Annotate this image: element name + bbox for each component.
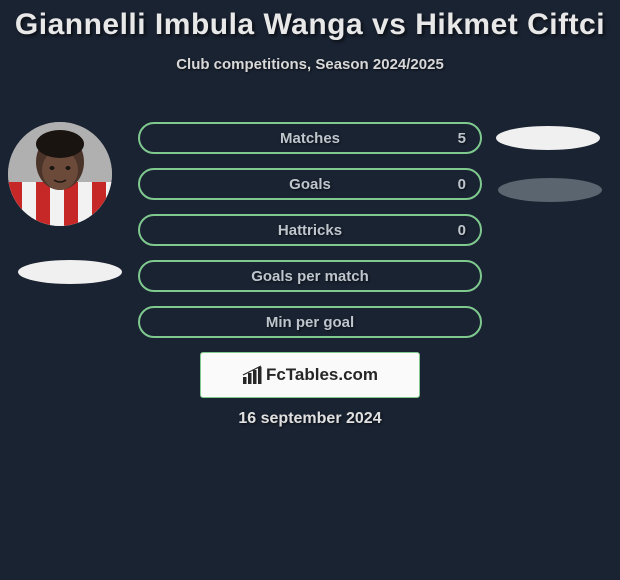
chart-icon bbox=[242, 365, 262, 385]
player-left-avatar bbox=[8, 122, 112, 226]
stat-label: Goals bbox=[289, 176, 331, 193]
stat-value: 0 bbox=[458, 222, 466, 239]
subtitle: Club competitions, Season 2024/2025 bbox=[0, 56, 620, 73]
stat-label: Matches bbox=[280, 130, 340, 147]
oval-shadow-right-2 bbox=[498, 178, 602, 202]
stat-value: 5 bbox=[458, 130, 466, 147]
page-title: Giannelli Imbula Wanga vs Hikmet Ciftci bbox=[0, 0, 620, 42]
stat-label: Hattricks bbox=[278, 222, 342, 239]
logo-text: FcTables.com bbox=[242, 365, 378, 385]
oval-shadow-left bbox=[18, 260, 122, 284]
stat-label: Min per goal bbox=[266, 314, 354, 331]
stat-row-hattricks: Hattricks 0 bbox=[138, 214, 482, 246]
stat-value: 0 bbox=[458, 176, 466, 193]
logo-label: FcTables.com bbox=[266, 365, 378, 385]
stat-row-goals: Goals 0 bbox=[138, 168, 482, 200]
stat-row-min-per-goal: Min per goal bbox=[138, 306, 482, 338]
stat-row-matches: Matches 5 bbox=[138, 122, 482, 154]
logo-box: FcTables.com bbox=[200, 352, 420, 398]
oval-shadow-right-1 bbox=[496, 126, 600, 150]
date-line: 16 september 2024 bbox=[0, 410, 620, 428]
stat-rows-container: Matches 5 Goals 0 Hattricks 0 Goals per … bbox=[138, 122, 482, 352]
stat-label: Goals per match bbox=[251, 268, 369, 285]
stat-row-goals-per-match: Goals per match bbox=[138, 260, 482, 292]
